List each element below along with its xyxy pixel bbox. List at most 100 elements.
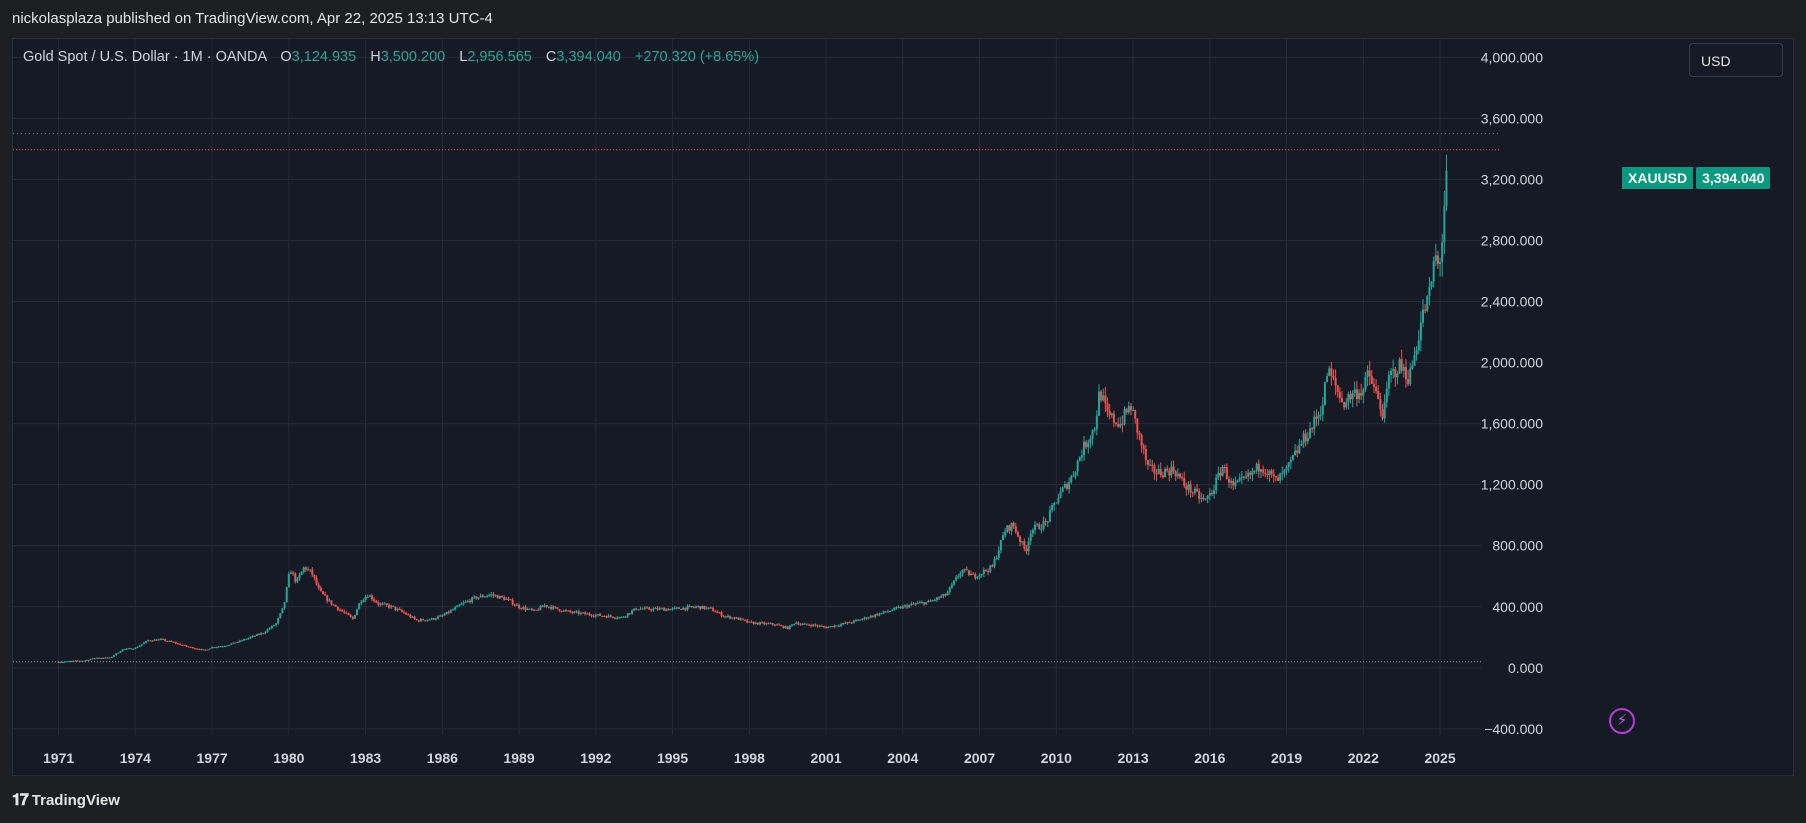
candle-body xyxy=(686,606,689,610)
candle-body xyxy=(236,642,239,644)
candle-body xyxy=(803,623,806,625)
candle-body xyxy=(1247,472,1250,477)
x-tick-label: 1971 xyxy=(43,750,74,766)
candle-body xyxy=(993,559,996,567)
candle-body xyxy=(771,623,774,625)
candle-body xyxy=(370,595,373,600)
candle-body xyxy=(496,595,499,599)
candle-body xyxy=(1264,472,1267,474)
candle-body xyxy=(1404,367,1407,380)
candle-body xyxy=(1394,369,1397,378)
candle-body xyxy=(289,572,292,574)
candle-body xyxy=(481,595,484,597)
y-tick-label: 0.000 xyxy=(1508,660,1543,676)
x-tick-label: 2025 xyxy=(1424,750,1455,766)
candle-body xyxy=(1040,529,1043,531)
candle-body xyxy=(1340,397,1343,403)
candle-body xyxy=(733,617,736,619)
symbol-legend: Gold Spot / U.S. Dollar · 1M · OANDA O3,… xyxy=(23,47,759,67)
candle-body xyxy=(601,615,604,617)
candle-body xyxy=(709,607,712,609)
candle-body xyxy=(782,625,785,628)
candle-body xyxy=(417,620,420,622)
candle-body xyxy=(910,603,913,605)
candle-body xyxy=(1117,423,1120,427)
candle-body xyxy=(703,605,706,609)
candle-body xyxy=(345,612,348,614)
candle-body xyxy=(1213,490,1216,495)
currency-button[interactable]: USD xyxy=(1689,43,1783,77)
candle-body xyxy=(424,620,427,622)
candle-body xyxy=(70,661,73,663)
candle-body xyxy=(929,600,932,602)
candle-body xyxy=(208,648,211,650)
candle-body xyxy=(296,578,299,582)
candle-body xyxy=(95,657,98,659)
candle-body xyxy=(729,615,732,619)
candle-body xyxy=(554,606,557,608)
x-tick-label: 2019 xyxy=(1271,750,1302,766)
candle-body xyxy=(1375,386,1378,392)
candle-body xyxy=(874,614,877,617)
lightning-icon[interactable]: ⚡ xyxy=(1609,708,1635,734)
candle-body xyxy=(100,657,103,659)
candle-body xyxy=(189,646,192,648)
candle-body xyxy=(420,619,423,622)
candle-body xyxy=(194,648,197,650)
candle-body xyxy=(784,626,787,628)
candle-body xyxy=(1257,463,1260,472)
candle-body xyxy=(635,608,638,610)
candle-body xyxy=(91,658,94,660)
candle-body xyxy=(690,606,693,608)
candle-body xyxy=(1014,526,1017,533)
candle-body xyxy=(426,619,429,621)
candle-body xyxy=(1025,548,1028,552)
candle-body xyxy=(1434,255,1437,261)
candle-body xyxy=(1044,521,1047,523)
candle-body xyxy=(607,615,610,618)
candle-body xyxy=(260,633,263,635)
candle-body xyxy=(663,608,666,611)
candle-body xyxy=(695,606,698,608)
candle-body xyxy=(432,618,435,620)
candle-body xyxy=(238,640,241,643)
candle-body xyxy=(963,569,966,571)
y-tick-label: 800.000 xyxy=(1492,538,1543,554)
candle-body xyxy=(1100,391,1103,401)
candle-body xyxy=(392,605,395,607)
brand-name: TradingView xyxy=(31,792,120,809)
y-tick-label: 400.000 xyxy=(1492,599,1543,615)
candle-body xyxy=(987,570,990,572)
price-chart[interactable]: −400.000 0.000 400.000 800.000 1,200.000 1,60… xyxy=(13,39,1793,775)
instrument-label[interactable]: Gold Spot / U.S. Dollar · 1M · OANDA xyxy=(23,49,267,65)
candle-body xyxy=(405,612,408,615)
candle-body xyxy=(876,614,879,616)
x-tick-label: 1995 xyxy=(657,750,688,766)
candle-body xyxy=(1242,476,1245,478)
candle-body xyxy=(528,608,531,610)
price-tag-value: 3,394.040 xyxy=(1696,167,1771,189)
footer-brand[interactable]: 𝟏𝟕 TradingView xyxy=(12,784,120,818)
candle-body xyxy=(535,609,538,611)
candle-body xyxy=(240,640,243,642)
candle-body xyxy=(524,607,527,610)
chart-panel[interactable]: −400.000 0.000 400.000 800.000 1,200.000 1,60… xyxy=(12,38,1794,776)
candle-body xyxy=(330,600,333,605)
candle-body xyxy=(961,570,964,574)
candle-body xyxy=(1206,495,1209,499)
candle-body xyxy=(982,569,985,574)
candle-body xyxy=(665,609,668,611)
candle-body xyxy=(351,616,354,619)
candle-body xyxy=(1294,450,1297,456)
candle-body xyxy=(1210,492,1213,495)
candle-body xyxy=(916,602,919,604)
candle-body xyxy=(562,610,565,612)
candle-body xyxy=(319,587,322,592)
candle-body xyxy=(671,608,674,610)
candle-body xyxy=(183,645,186,647)
candle-body xyxy=(1093,429,1096,431)
candle-body xyxy=(1255,463,1258,471)
candle-body xyxy=(654,607,657,609)
candle-body xyxy=(754,622,757,625)
candle-body xyxy=(1349,394,1352,400)
